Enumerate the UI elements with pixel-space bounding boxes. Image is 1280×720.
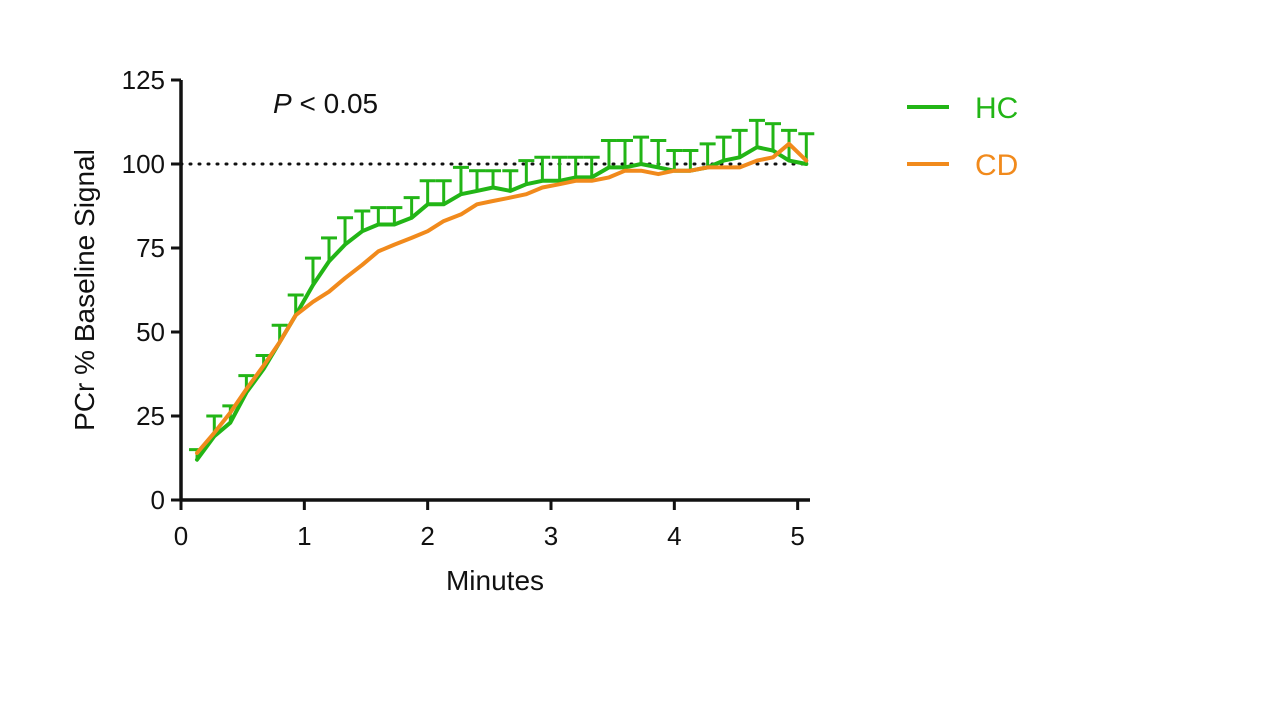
x-axis-title: Minutes [446,565,544,596]
data-point-hc [195,458,199,462]
data-point-cd [376,249,380,253]
data-point-cd [244,387,248,391]
data-point-hc [343,243,347,247]
axis-layer: 0 25 50 75 100 125 0 1 2 3 4 5 [122,65,810,551]
data-point-hc [755,145,759,149]
data-point-cd [442,219,446,223]
data-point-hc [771,149,775,153]
data-point-cd [278,340,282,344]
data-point-hc [491,186,495,190]
legend: HC CD [907,92,1018,182]
data-point-cd [327,290,331,294]
data-point-cd [228,411,232,415]
data-point-hc [442,202,446,206]
data-point-cd [426,229,430,233]
data-point-hc [508,189,512,193]
series-cd [195,141,809,455]
data-point-cd [294,313,298,317]
data-point-cd [722,165,726,169]
data-point-cd [491,199,495,203]
x-tick-label: 0 [174,521,188,551]
data-point-hc [410,216,414,220]
data-point-hc [558,179,562,183]
data-point-hc [327,259,331,263]
data-point-cd [574,179,578,183]
series-line-cd [195,141,809,455]
data-point-cd [590,179,594,183]
legend-label-hc: HC [975,92,1018,125]
data-point-hc [475,189,479,193]
data-point-hc [738,155,742,159]
data-point-hc [607,165,611,169]
series-layer [189,118,815,462]
data-point-cd [262,364,266,368]
data-point-cd [475,202,479,206]
data-point-cd [392,243,396,247]
data-point-cd [706,165,710,169]
y-tick-label: 75 [136,233,165,263]
x-tick-label: 2 [420,521,434,551]
data-point-hc [524,182,528,186]
x-tick-label: 4 [667,521,681,551]
data-point-hc [376,222,380,226]
p-symbol: P [273,88,292,119]
significance-annotation: P < 0.05 [273,88,378,119]
data-point-cd [195,451,199,455]
data-point-cd [639,169,643,173]
data-point-hc [722,159,726,163]
data-point-cd [787,142,791,146]
data-point-hc [540,179,544,183]
data-point-cd [656,172,660,176]
data-point-cd [738,165,742,169]
data-point-cd [360,263,364,267]
data-point-hc [623,165,627,169]
data-point-cd [623,169,627,173]
data-point-cd [410,236,414,240]
data-point-cd [607,175,611,179]
data-point-cd [688,169,692,173]
y-tick-label: 0 [151,485,165,515]
data-point-cd [558,182,562,186]
data-point-hc [787,159,791,163]
series-line-hc [195,145,809,462]
y-tick-label: 50 [136,317,165,347]
y-tick-label: 25 [136,401,165,431]
data-point-cd [508,196,512,200]
data-point-hc [459,192,463,196]
data-point-hc [360,229,364,233]
p-threshold: < 0.05 [292,88,378,119]
data-point-cd [343,276,347,280]
data-point-hc [574,175,578,179]
data-point-hc [656,165,660,169]
data-point-cd [804,159,808,163]
data-point-cd [212,431,216,435]
data-point-cd [672,169,676,173]
data-point-cd [540,186,544,190]
data-point-hc [639,162,643,166]
data-point-cd [755,159,759,163]
series-hc [189,118,815,462]
x-tick-label: 1 [297,521,311,551]
data-point-hc [392,222,396,226]
data-point-cd [524,192,528,196]
data-point-hc [311,283,315,287]
legend-label-cd: CD [975,149,1018,182]
y-axis-title: PCr % Baseline Signal [69,149,100,431]
data-point-cd [311,300,315,304]
data-point-cd [771,155,775,159]
y-tick-label: 125 [122,65,165,95]
data-point-cd [459,212,463,216]
data-point-hc [228,421,232,425]
x-tick-label: 5 [790,521,804,551]
data-point-hc [590,175,594,179]
data-point-hc [804,162,808,166]
data-point-hc [426,202,430,206]
y-tick-label: 100 [122,149,165,179]
x-tick-label: 3 [544,521,558,551]
